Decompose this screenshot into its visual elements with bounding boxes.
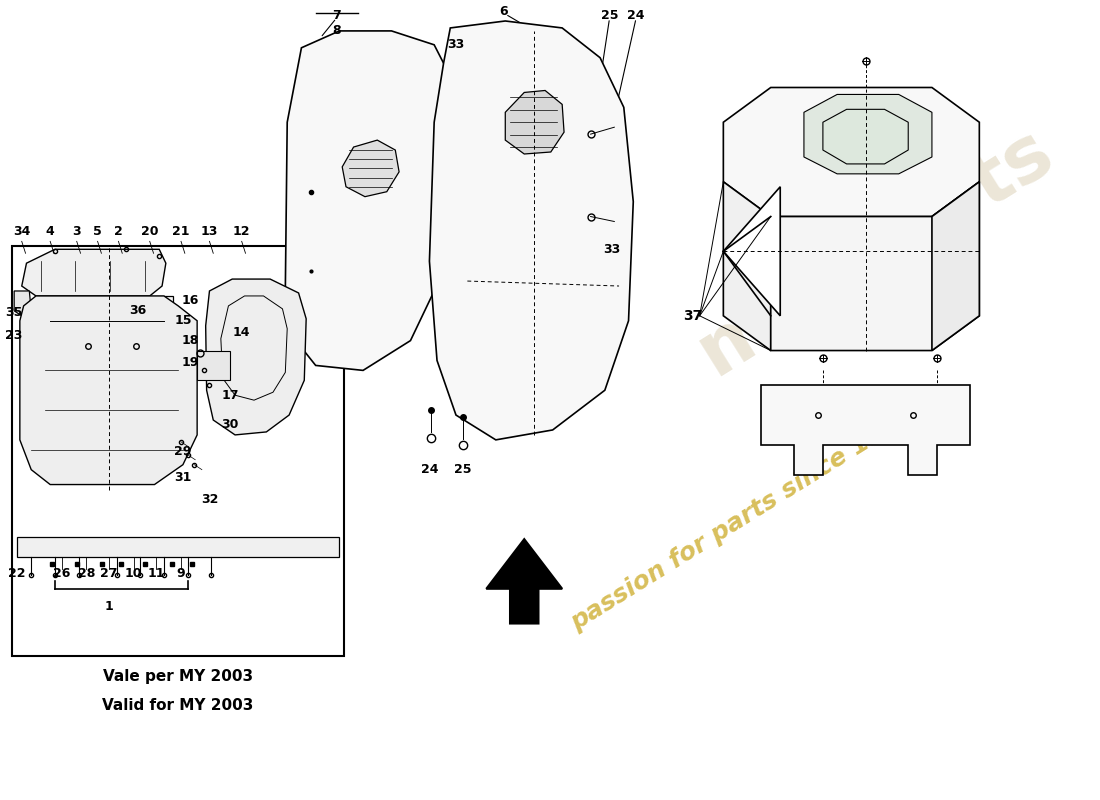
Text: 10: 10 — [125, 567, 142, 580]
Text: 12: 12 — [233, 225, 251, 238]
Text: 36: 36 — [129, 304, 146, 318]
Text: 37: 37 — [683, 309, 703, 322]
Bar — [12, 246, 344, 656]
Polygon shape — [771, 182, 979, 350]
Text: 7: 7 — [332, 9, 341, 22]
Text: 26: 26 — [53, 567, 70, 580]
Text: 8: 8 — [332, 25, 341, 38]
Text: Valid for MY 2003: Valid for MY 2003 — [102, 698, 254, 714]
Text: 4: 4 — [46, 225, 55, 238]
Text: 28: 28 — [77, 567, 95, 580]
Text: 13: 13 — [201, 225, 218, 238]
Text: 23: 23 — [6, 329, 23, 342]
Text: 5: 5 — [94, 225, 102, 238]
Text: 19: 19 — [182, 356, 199, 369]
Text: Vale per MY 2003: Vale per MY 2003 — [103, 669, 253, 684]
Text: 18: 18 — [182, 334, 199, 347]
Polygon shape — [20, 296, 197, 485]
Polygon shape — [16, 537, 340, 557]
Polygon shape — [342, 140, 399, 197]
Text: 25: 25 — [454, 463, 472, 476]
Text: 16: 16 — [182, 294, 199, 307]
Text: 11: 11 — [147, 567, 165, 580]
Text: 35: 35 — [6, 306, 23, 319]
Text: 6: 6 — [499, 5, 508, 18]
Text: 34: 34 — [13, 225, 31, 238]
Polygon shape — [197, 350, 230, 380]
Polygon shape — [206, 279, 306, 435]
Text: 2: 2 — [114, 225, 123, 238]
Polygon shape — [429, 21, 634, 440]
Polygon shape — [804, 94, 932, 174]
Text: passion for parts since 1985: passion for parts since 1985 — [566, 403, 918, 635]
Polygon shape — [285, 31, 450, 370]
Text: 33: 33 — [448, 38, 464, 51]
Text: 33: 33 — [603, 242, 620, 256]
Polygon shape — [823, 110, 909, 164]
Text: 20: 20 — [141, 225, 158, 238]
Polygon shape — [724, 182, 771, 350]
Text: 24: 24 — [627, 9, 645, 22]
Text: mosports: mosports — [684, 113, 1066, 390]
Polygon shape — [724, 87, 979, 217]
Text: 3: 3 — [73, 225, 81, 238]
Polygon shape — [14, 291, 31, 321]
Text: 32: 32 — [201, 493, 218, 506]
Text: 14: 14 — [233, 326, 251, 339]
Polygon shape — [22, 250, 166, 296]
Text: 9: 9 — [177, 567, 185, 580]
Polygon shape — [761, 386, 970, 474]
Polygon shape — [51, 296, 174, 321]
Text: 31: 31 — [174, 471, 191, 484]
Text: 21: 21 — [173, 225, 190, 238]
Polygon shape — [932, 182, 979, 350]
Text: 17: 17 — [221, 389, 239, 402]
Polygon shape — [486, 539, 562, 623]
Text: 15: 15 — [174, 314, 191, 327]
Text: 27: 27 — [100, 567, 118, 580]
Text: 29: 29 — [174, 446, 191, 458]
Text: 22: 22 — [8, 567, 25, 580]
Polygon shape — [724, 186, 780, 316]
Text: 1: 1 — [104, 600, 113, 613]
Polygon shape — [505, 90, 564, 154]
Text: 30: 30 — [221, 418, 239, 431]
Text: 24: 24 — [420, 463, 438, 476]
Text: 25: 25 — [601, 9, 618, 22]
